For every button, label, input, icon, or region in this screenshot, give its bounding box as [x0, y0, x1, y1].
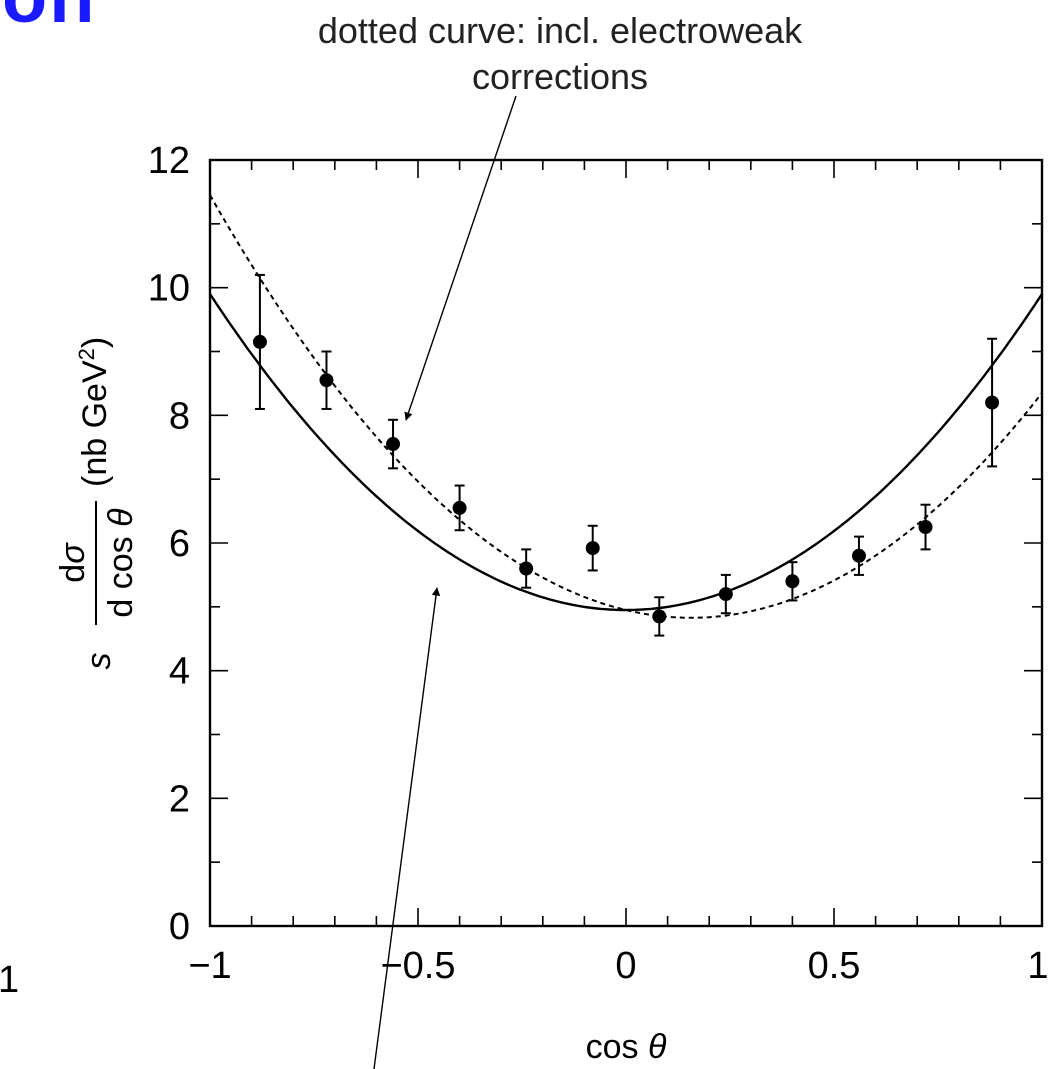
y-tick-label: 8 [169, 395, 190, 437]
data-point [252, 334, 267, 349]
y-tick-label: 4 [169, 651, 190, 693]
x-tick-label: 0 [615, 945, 636, 987]
data-point [918, 520, 933, 535]
partial-slide-title: on [2, 0, 96, 39]
data-point [985, 395, 1000, 410]
data-point [519, 561, 534, 576]
svg-text:d cos θ: d cos θ [102, 508, 140, 618]
y-tick-label: 0 [169, 906, 190, 948]
y-tick-label: 6 [169, 523, 190, 565]
svg-text:s: s [80, 653, 118, 670]
data-points [252, 273, 1000, 637]
dotted-curve-ew-corrections [209, 194, 1043, 619]
solid-curve [209, 293, 1043, 612]
y-tick-labels: 0 2 4 6 8 10 12 [148, 140, 190, 948]
arrow-to-solid-curve [373, 587, 441, 1069]
theory-curves [209, 194, 1043, 619]
x-axis-label: cos θ [586, 1028, 667, 1066]
data-point [718, 587, 733, 602]
data-point [319, 373, 334, 388]
data-point [785, 574, 800, 589]
arrow-to-dotted-curve [404, 95, 517, 421]
data-point [585, 541, 600, 556]
y-tick-label: 2 [169, 778, 190, 820]
y-tick-label: 12 [148, 140, 190, 182]
y-axis-label: dσ d cos θ s (nb GeV2) [54, 337, 140, 670]
data-point [851, 548, 866, 563]
annotation-dotted-curve: dotted curve: incl. electroweak correcti… [220, 8, 900, 100]
data-point [452, 500, 467, 515]
left-edge-fragment: 1 [0, 959, 19, 1001]
annotation-line-1: dotted curve: incl. electroweak [317, 10, 803, 51]
x-tick-labels: −1 −0.5 0 0.5 1 [188, 945, 1048, 987]
x-tick-label: 0.5 [808, 945, 861, 987]
x-tick-label: −1 [188, 945, 231, 987]
annotation-line-2: corrections [471, 56, 649, 97]
data-point [652, 609, 667, 624]
x-tick-label: 1 [1027, 945, 1048, 987]
plot-frame [208, 158, 1044, 928]
data-point [386, 437, 401, 452]
svg-text:dσ: dσ [54, 542, 92, 583]
svg-text:(nb GeV2): (nb GeV2) [74, 337, 114, 487]
axis-ticks [209, 159, 1043, 927]
y-tick-label: 10 [148, 268, 190, 310]
x-tick-label: −0.5 [380, 945, 455, 987]
